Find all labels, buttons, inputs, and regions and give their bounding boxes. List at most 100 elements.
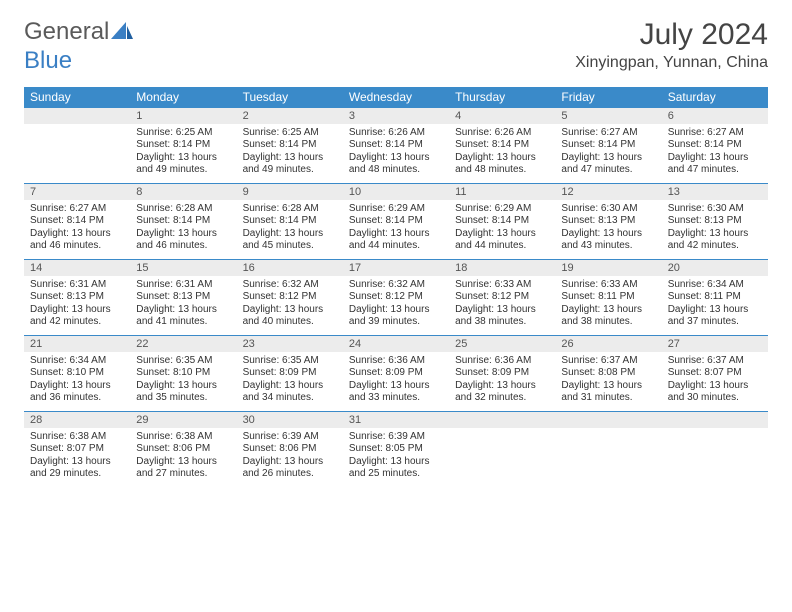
day-content: Sunrise: 6:38 AMSunset: 8:07 PMDaylight:… <box>24 428 130 487</box>
calendar-day-cell: 23Sunrise: 6:35 AMSunset: 8:09 PMDayligh… <box>237 335 343 411</box>
calendar-day-cell: 27Sunrise: 6:37 AMSunset: 8:07 PMDayligh… <box>662 335 768 411</box>
day-number: 13 <box>662 184 768 200</box>
day-info-line: Sunrise: 6:25 AM <box>136 127 230 140</box>
day-info-line: Sunrise: 6:39 AM <box>349 431 443 444</box>
day-info-line: Sunrise: 6:30 AM <box>668 203 762 216</box>
day-info-line: Sunrise: 6:31 AM <box>30 279 124 292</box>
day-info-line: Sunset: 8:08 PM <box>561 367 655 380</box>
calendar-day-cell: 15Sunrise: 6:31 AMSunset: 8:13 PMDayligh… <box>130 259 236 335</box>
day-info-line: Daylight: 13 hours <box>243 380 337 393</box>
day-info-line: and 38 minutes. <box>561 316 655 329</box>
day-info-line: Sunrise: 6:26 AM <box>349 127 443 140</box>
logo-text-general: General <box>24 18 109 45</box>
header: General Blue July 2024 Xinyingpan, Yunna… <box>24 18 768 75</box>
day-content: Sunrise: 6:34 AMSunset: 8:11 PMDaylight:… <box>662 276 768 335</box>
calendar-day-cell: 13Sunrise: 6:30 AMSunset: 8:13 PMDayligh… <box>662 183 768 259</box>
calendar-day-cell: 20Sunrise: 6:34 AMSunset: 8:11 PMDayligh… <box>662 259 768 335</box>
calendar-day-cell: 19Sunrise: 6:33 AMSunset: 8:11 PMDayligh… <box>555 259 661 335</box>
day-content <box>24 124 130 180</box>
day-number: 27 <box>662 336 768 352</box>
day-number: 26 <box>555 336 661 352</box>
day-number: 14 <box>24 260 130 276</box>
day-number: 8 <box>130 184 236 200</box>
day-info-line: Daylight: 13 hours <box>136 304 230 317</box>
calendar-week-row: 21Sunrise: 6:34 AMSunset: 8:10 PMDayligh… <box>24 335 768 411</box>
calendar-day-cell: 24Sunrise: 6:36 AMSunset: 8:09 PMDayligh… <box>343 335 449 411</box>
day-info-line: Sunset: 8:14 PM <box>349 139 443 152</box>
day-number: 19 <box>555 260 661 276</box>
day-info-line: Daylight: 13 hours <box>136 228 230 241</box>
calendar-day-cell: 29Sunrise: 6:38 AMSunset: 8:06 PMDayligh… <box>130 411 236 487</box>
calendar-day-cell: 26Sunrise: 6:37 AMSunset: 8:08 PMDayligh… <box>555 335 661 411</box>
day-info-line: and 25 minutes. <box>349 468 443 481</box>
day-info-line: Sunrise: 6:35 AM <box>243 355 337 368</box>
calendar-day-cell: 6Sunrise: 6:27 AMSunset: 8:14 PMDaylight… <box>662 107 768 183</box>
day-content: Sunrise: 6:28 AMSunset: 8:14 PMDaylight:… <box>130 200 236 259</box>
day-content: Sunrise: 6:38 AMSunset: 8:06 PMDaylight:… <box>130 428 236 487</box>
day-info-line: Sunrise: 6:35 AM <box>136 355 230 368</box>
day-info-line: Sunrise: 6:32 AM <box>349 279 443 292</box>
day-info-line: Sunrise: 6:39 AM <box>243 431 337 444</box>
day-info-line: Sunrise: 6:37 AM <box>668 355 762 368</box>
day-info-line: Sunset: 8:06 PM <box>243 443 337 456</box>
day-info-line: Sunset: 8:12 PM <box>243 291 337 304</box>
day-info-line: Sunset: 8:14 PM <box>243 139 337 152</box>
day-info-line: Daylight: 13 hours <box>455 152 549 165</box>
calendar-day-cell <box>555 411 661 487</box>
day-content: Sunrise: 6:30 AMSunset: 8:13 PMDaylight:… <box>662 200 768 259</box>
day-info-line: Sunrise: 6:38 AM <box>136 431 230 444</box>
day-info-line: Sunset: 8:14 PM <box>455 139 549 152</box>
day-info-line: and 37 minutes. <box>668 316 762 329</box>
day-info-line: and 29 minutes. <box>30 468 124 481</box>
day-info-line: Daylight: 13 hours <box>561 380 655 393</box>
day-number: 24 <box>343 336 449 352</box>
day-info-line: Daylight: 13 hours <box>349 380 443 393</box>
day-info-line: Sunset: 8:07 PM <box>30 443 124 456</box>
day-number: 28 <box>24 412 130 428</box>
day-content: Sunrise: 6:32 AMSunset: 8:12 PMDaylight:… <box>237 276 343 335</box>
day-info-line: Daylight: 13 hours <box>136 456 230 469</box>
weekday-header-row: SundayMondayTuesdayWednesdayThursdayFrid… <box>24 87 768 108</box>
day-content: Sunrise: 6:32 AMSunset: 8:12 PMDaylight:… <box>343 276 449 335</box>
day-info-line: Sunset: 8:13 PM <box>30 291 124 304</box>
day-info-line: Sunrise: 6:36 AM <box>349 355 443 368</box>
day-info-line: Sunset: 8:14 PM <box>136 139 230 152</box>
day-info-line: Daylight: 13 hours <box>561 304 655 317</box>
day-info-line: Sunrise: 6:32 AM <box>243 279 337 292</box>
day-info-line: Sunset: 8:14 PM <box>349 215 443 228</box>
day-content: Sunrise: 6:37 AMSunset: 8:08 PMDaylight:… <box>555 352 661 411</box>
day-number: 15 <box>130 260 236 276</box>
day-number <box>662 412 768 428</box>
day-content: Sunrise: 6:34 AMSunset: 8:10 PMDaylight:… <box>24 352 130 411</box>
day-content: Sunrise: 6:31 AMSunset: 8:13 PMDaylight:… <box>24 276 130 335</box>
weekday-header: Thursday <box>449 87 555 108</box>
calendar-day-cell: 2Sunrise: 6:25 AMSunset: 8:14 PMDaylight… <box>237 107 343 183</box>
day-number: 7 <box>24 184 130 200</box>
day-info-line: Daylight: 13 hours <box>243 152 337 165</box>
day-info-line: Sunset: 8:14 PM <box>668 139 762 152</box>
day-info-line: Sunrise: 6:27 AM <box>561 127 655 140</box>
day-number: 6 <box>662 108 768 124</box>
day-number: 11 <box>449 184 555 200</box>
logo-sail-icon <box>111 19 133 47</box>
weekday-header: Friday <box>555 87 661 108</box>
calendar-day-cell: 21Sunrise: 6:34 AMSunset: 8:10 PMDayligh… <box>24 335 130 411</box>
day-info-line: Sunrise: 6:30 AM <box>561 203 655 216</box>
calendar-week-row: 7Sunrise: 6:27 AMSunset: 8:14 PMDaylight… <box>24 183 768 259</box>
day-number: 5 <box>555 108 661 124</box>
weekday-header: Sunday <box>24 87 130 108</box>
day-content: Sunrise: 6:27 AMSunset: 8:14 PMDaylight:… <box>662 124 768 183</box>
day-info-line: Daylight: 13 hours <box>30 456 124 469</box>
calendar-day-cell: 14Sunrise: 6:31 AMSunset: 8:13 PMDayligh… <box>24 259 130 335</box>
day-number: 16 <box>237 260 343 276</box>
day-info-line: and 47 minutes. <box>668 164 762 177</box>
calendar-day-cell: 28Sunrise: 6:38 AMSunset: 8:07 PMDayligh… <box>24 411 130 487</box>
day-info-line: and 46 minutes. <box>136 240 230 253</box>
day-info-line: Sunrise: 6:28 AM <box>243 203 337 216</box>
day-info-line: Sunset: 8:13 PM <box>561 215 655 228</box>
day-content: Sunrise: 6:29 AMSunset: 8:14 PMDaylight:… <box>343 200 449 259</box>
day-info-line: and 33 minutes. <box>349 392 443 405</box>
day-info-line: and 39 minutes. <box>349 316 443 329</box>
day-info-line: Sunset: 8:12 PM <box>455 291 549 304</box>
day-number: 12 <box>555 184 661 200</box>
